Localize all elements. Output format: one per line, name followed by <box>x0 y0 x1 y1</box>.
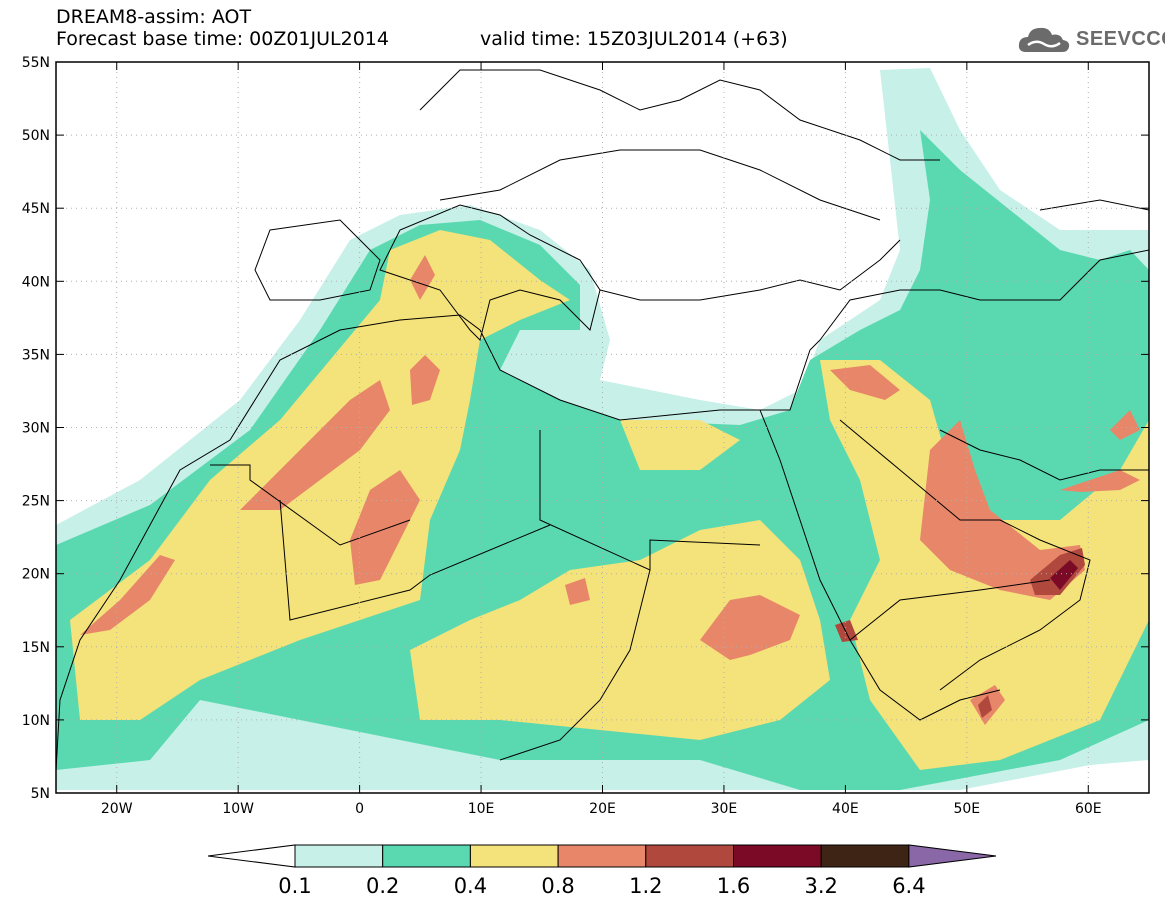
forecast-base-time: Forecast base time: 00Z01JUL2014 <box>56 28 389 50</box>
lat-label: 20N <box>22 567 50 583</box>
colorbar <box>207 844 997 868</box>
seevccc-logo: SEEVCCC <box>1016 22 1165 56</box>
colorbar-min-arrow <box>207 844 296 868</box>
valid-time: valid time: 15Z03JUL2014 (+63) <box>480 28 788 50</box>
lon-label: 20W <box>101 801 133 817</box>
lat-label: 5N <box>31 786 50 802</box>
lon-label: 50E <box>953 801 980 817</box>
lat-label: 40N <box>22 274 50 290</box>
map-title: DREAM8-assim: AOT <box>56 6 252 28</box>
axis-ticks <box>56 61 1149 794</box>
grid-lines <box>56 62 1149 793</box>
colorbar-swatch <box>645 844 734 868</box>
colorbar-level-label: 3.2 <box>804 874 837 898</box>
lat-label: 30N <box>22 421 50 437</box>
lat-label: 55N <box>22 55 50 71</box>
colorbar-swatch <box>382 844 471 868</box>
cloud-icon <box>1018 27 1070 52</box>
colorbar-level-label: 1.2 <box>629 874 662 898</box>
lon-label: 10W <box>222 801 254 817</box>
colorbar-swatch <box>733 844 822 868</box>
colorbar-level-label: 0.4 <box>454 874 487 898</box>
lon-label: 40E <box>832 801 859 817</box>
lat-label: 15N <box>22 640 50 656</box>
coastlines <box>56 69 1149 771</box>
colorbar-max-arrow <box>908 844 997 868</box>
lon-label: 0 <box>355 801 364 817</box>
colorbar-swatch <box>557 844 647 868</box>
latitude-labels: 55N 50N 45N 40N 35N 30N 25N 20N 15N 10N 5N <box>22 55 50 802</box>
lon-label: 60E <box>1075 801 1102 817</box>
colorbar-level-label: 0.8 <box>541 874 574 898</box>
logo-text: SEEVCCC <box>1076 27 1165 50</box>
colorbar-level-label: 6.4 <box>892 874 925 898</box>
lon-label: 30E <box>711 801 738 817</box>
colorbar-swatch <box>294 844 384 868</box>
colorbar-labels: 0.1 0.2 0.4 0.8 1.2 1.6 3.2 6.4 <box>278 874 925 898</box>
colorbar-level-label: 0.1 <box>278 874 311 898</box>
lat-label: 10N <box>22 713 50 729</box>
colorbar-swatch <box>469 844 559 868</box>
lat-label: 35N <box>22 347 50 363</box>
colorbar-level-label: 1.6 <box>717 874 750 898</box>
lat-label: 25N <box>22 494 50 510</box>
lat-label: 50N <box>22 128 50 144</box>
colorbar-level-label: 0.2 <box>366 874 399 898</box>
lon-label: 10E <box>468 801 495 817</box>
colorbar-swatch <box>820 844 910 868</box>
lon-label: 20E <box>589 801 616 817</box>
lat-label: 45N <box>22 201 50 217</box>
longitude-labels: 20W 10W 0 10E 20E 30E 40E 50E 60E <box>101 801 1102 817</box>
